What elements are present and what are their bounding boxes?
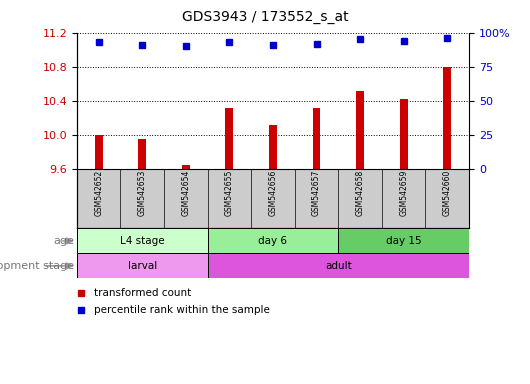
Text: GSM542655: GSM542655 bbox=[225, 170, 234, 216]
Text: transformed count: transformed count bbox=[94, 288, 192, 298]
Text: GSM542657: GSM542657 bbox=[312, 170, 321, 216]
Text: larval: larval bbox=[128, 261, 157, 271]
Text: GSM542654: GSM542654 bbox=[181, 170, 190, 216]
Text: L4 stage: L4 stage bbox=[120, 236, 164, 246]
Text: GDS3943 / 173552_s_at: GDS3943 / 173552_s_at bbox=[182, 10, 348, 24]
Bar bbox=[443, 67, 451, 169]
Text: GSM542656: GSM542656 bbox=[269, 170, 277, 216]
Bar bbox=[269, 125, 277, 169]
Bar bbox=[313, 108, 321, 169]
Bar bbox=[182, 165, 190, 169]
Bar bbox=[77, 253, 208, 278]
Text: GSM542659: GSM542659 bbox=[399, 170, 408, 216]
Text: percentile rank within the sample: percentile rank within the sample bbox=[94, 305, 270, 315]
Bar bbox=[338, 228, 469, 253]
Text: day 6: day 6 bbox=[259, 236, 287, 246]
Text: GSM542658: GSM542658 bbox=[356, 170, 365, 216]
Text: GSM542660: GSM542660 bbox=[443, 170, 452, 216]
Bar bbox=[208, 253, 469, 278]
Text: GSM542653: GSM542653 bbox=[138, 170, 147, 216]
Bar bbox=[225, 108, 233, 169]
Bar bbox=[95, 135, 103, 169]
Text: development stage: development stage bbox=[0, 261, 74, 271]
Text: adult: adult bbox=[325, 261, 352, 271]
Bar bbox=[138, 139, 146, 169]
Bar bbox=[208, 228, 338, 253]
Bar bbox=[77, 169, 469, 228]
Bar bbox=[400, 99, 408, 169]
Text: GSM542652: GSM542652 bbox=[94, 170, 103, 216]
Text: age: age bbox=[54, 236, 74, 246]
Bar bbox=[77, 228, 208, 253]
Text: day 15: day 15 bbox=[386, 236, 421, 246]
Bar bbox=[356, 91, 364, 169]
